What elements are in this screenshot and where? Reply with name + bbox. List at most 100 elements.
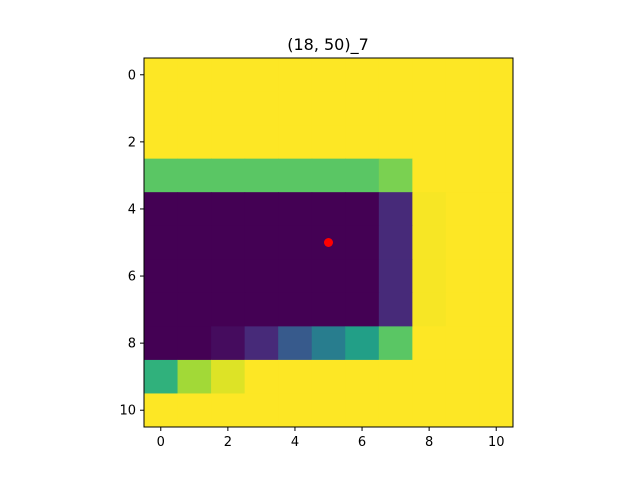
heatmap-cell-r4-c8	[412, 192, 447, 227]
heatmap-cell-r4-c9	[445, 192, 480, 227]
heatmap-cell-r0-c3	[244, 58, 279, 93]
heatmap-cell-r1-c6	[345, 91, 380, 126]
heatmap-cell-r10-c1	[177, 393, 212, 428]
heatmap-cell-r2-c2	[211, 125, 246, 160]
heatmap-cell-r0-c5	[311, 58, 346, 93]
heatmap-cell-r3-c3	[244, 158, 279, 193]
x-tick-label: 4	[291, 435, 299, 450]
heatmap-cell-r8-c4	[278, 326, 313, 361]
heatmap-cell-r1-c1	[177, 91, 212, 126]
heatmap-cell-r4-c10	[479, 192, 514, 227]
heatmap-cell-r5-c8	[412, 225, 447, 260]
y-axis-ticks: 0 2 4 6 8 10	[119, 68, 144, 419]
heatmap-cell-r1-c4	[278, 91, 313, 126]
heatmap-cell-r8-c7	[378, 326, 413, 361]
heatmap-cell-r10-c7	[378, 393, 413, 428]
heatmap-cell-r2-c9	[445, 125, 480, 160]
heatmap-cell-r9-c9	[445, 359, 480, 394]
chart-title: (18, 50)_7	[287, 35, 369, 55]
heatmap-cell-r3-c9	[445, 158, 480, 193]
heatmap-cell-r5-c7	[378, 225, 413, 260]
heatmap-cell-r7-c10	[479, 292, 514, 327]
heatmap-cell-r1-c3	[244, 91, 279, 126]
marker-layer	[324, 238, 333, 247]
heatmap-cell-r2-c0	[144, 125, 179, 160]
heatmap-cell-r4-c4	[278, 192, 313, 227]
heatmap-cell-r7-c0	[144, 292, 179, 327]
heatmap-cell-r7-c9	[445, 292, 480, 327]
heatmap-cell-r1-c10	[479, 91, 514, 126]
heatmap-cell-r3-c2	[211, 158, 246, 193]
heatmap-cell-r6-c0	[144, 259, 179, 294]
heatmap-cell-r0-c7	[378, 58, 413, 93]
heatmap-cell-r6-c2	[211, 259, 246, 294]
heatmap-cell-r8-c9	[445, 326, 480, 361]
heatmap-cell-r3-c8	[412, 158, 447, 193]
heatmap-cell-r8-c0	[144, 326, 179, 361]
heatmap-cell-r7-c5	[311, 292, 346, 327]
axes-frame	[143, 57, 514, 428]
heatmap-cell-r2-c4	[278, 125, 313, 160]
heatmap-cell-r6-c8	[412, 259, 447, 294]
heatmap-cell-r3-c10	[479, 158, 514, 193]
y-tick-label: 0	[128, 68, 136, 83]
heatmap-cell-r9-c6	[345, 359, 380, 394]
heatmap-cell-r5-c3	[244, 225, 279, 260]
heatmap-cell-r8-c5	[311, 326, 346, 361]
heatmap-cell-r9-c2	[211, 359, 246, 394]
heatmap-cell-r8-c8	[412, 326, 447, 361]
heatmap-cell-r10-c6	[345, 393, 380, 428]
heatmap-cell-r0-c0	[144, 58, 179, 93]
heatmap-cell-r3-c5	[311, 158, 346, 193]
heatmap-cell-r3-c4	[278, 158, 313, 193]
heatmap-cell-r7-c6	[345, 292, 380, 327]
heatmap-cell-r3-c6	[345, 158, 380, 193]
heatmap-cell-r1-c7	[378, 91, 413, 126]
heatmap-cell-r10-c9	[445, 393, 480, 428]
heatmap-cell-r2-c10	[479, 125, 514, 160]
x-tick-label: 6	[358, 435, 366, 450]
heatmap-cell-r0-c9	[445, 58, 480, 93]
heatmap-cell-r2-c6	[345, 125, 380, 160]
heatmap-cell-r4-c5	[311, 192, 346, 227]
heatmap-cell-r1-c8	[412, 91, 447, 126]
heatmap-cell-r7-c4	[278, 292, 313, 327]
y-tick-label: 10	[119, 404, 136, 419]
heatmap-cell-r4-c6	[345, 192, 380, 227]
x-tick-label: 2	[224, 435, 232, 450]
heatmap-cell-r8-c1	[177, 326, 212, 361]
heatmap-cell-r6-c4	[278, 259, 313, 294]
heatmap-cell-r5-c1	[177, 225, 212, 260]
heatmap-cell-r2-c5	[311, 125, 346, 160]
heatmap-cell-r8-c3	[244, 326, 279, 361]
heatmap-cell-r8-c10	[479, 326, 514, 361]
heatmap-cell-r0-c2	[211, 58, 246, 93]
heatmap-cell-r7-c8	[412, 292, 447, 327]
heatmap-cell-r10-c3	[244, 393, 279, 428]
heatmap-cell-r10-c4	[278, 393, 313, 428]
heatmap-cell-r5-c10	[479, 225, 514, 260]
heatmap-cell-r4-c3	[244, 192, 279, 227]
heatmap-cell-r7-c1	[177, 292, 212, 327]
heatmap-cell-r10-c0	[144, 393, 179, 428]
heatmap-cell-r8-c6	[345, 326, 380, 361]
heatmap-cell-r4-c0	[144, 192, 179, 227]
heatmap-cell-r9-c8	[412, 359, 447, 394]
heatmap-cell-r3-c1	[177, 158, 212, 193]
heatmap-cell-r5-c0	[144, 225, 179, 260]
y-tick-label: 4	[128, 202, 136, 217]
heatmap-cell-r10-c2	[211, 393, 246, 428]
heatmap-cell-r6-c6	[345, 259, 380, 294]
x-axis-ticks: 0 2 4 6 8 10	[157, 427, 505, 450]
heatmap-cell-r6-c10	[479, 259, 514, 294]
heatmap-cell-r9-c5	[311, 359, 346, 394]
heatmap-cell-r2-c3	[244, 125, 279, 160]
heatmap-cell-r10-c10	[479, 393, 514, 428]
heatmap-cell-r5-c2	[211, 225, 246, 260]
heatmap-cell-r8-c2	[211, 326, 246, 361]
heatmap-cell-r0-c8	[412, 58, 447, 93]
heatmap-cell-r2-c1	[177, 125, 212, 160]
heatmap-cell-r4-c7	[378, 192, 413, 227]
heatmap-cell-r6-c5	[311, 259, 346, 294]
